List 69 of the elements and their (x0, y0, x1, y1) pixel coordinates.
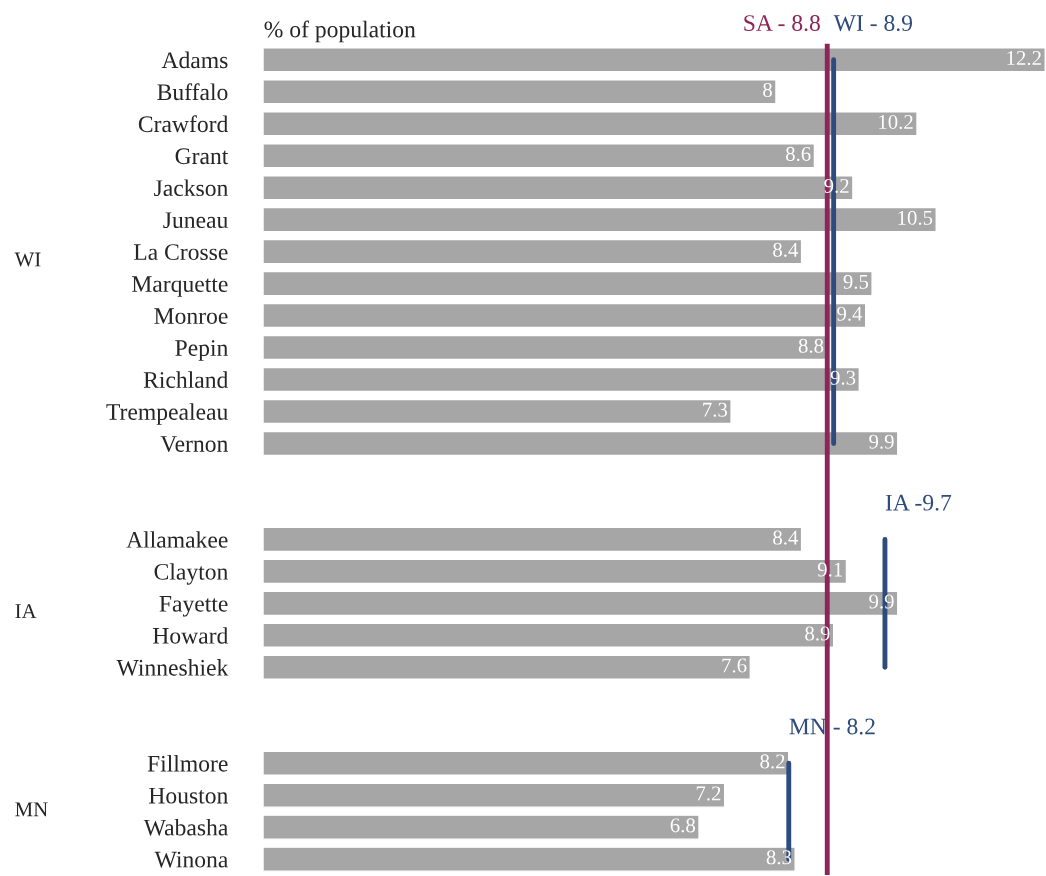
y-tick-label: Crawford (138, 115, 229, 133)
series-label: WI - 8.9 (833, 15, 913, 32)
x-axis-title: % of population (264, 20, 416, 43)
series-label: IA -9.7 (885, 494, 952, 511)
bar (263, 302, 867, 329)
y-tick-label: Winneshiek (116, 659, 229, 676)
ref-line-label: SA - 8.8 (744, 15, 820, 32)
data-label: 8.4 (773, 530, 799, 545)
bar (263, 622, 835, 649)
bar (263, 654, 752, 680)
data-label: 7.6 (722, 658, 747, 673)
bar (263, 111, 918, 137)
data-label: 8.6 (785, 146, 811, 162)
y-tick-label: Trempealeau (106, 403, 228, 425)
bar (263, 143, 816, 169)
data-label: 8.2 (760, 754, 785, 769)
bar (263, 206, 937, 233)
data-label: 9.4 (837, 306, 863, 321)
bar (263, 846, 796, 872)
bar (263, 366, 860, 393)
y-tick-label: Richland (143, 371, 229, 388)
data-label: 12.2 (1007, 51, 1041, 66)
y-tick-label: Houston (149, 787, 228, 804)
bar (263, 334, 828, 361)
bar (263, 782, 726, 808)
y-tick-label: Fillmore (147, 755, 228, 772)
bar (263, 174, 854, 201)
text: WI (14, 252, 41, 267)
bar (263, 558, 848, 585)
y-tick-label: Clayton (154, 563, 228, 585)
y-tick-label: Winona (154, 851, 229, 868)
data-label: 10.5 (898, 210, 933, 225)
data-label: 8 (763, 82, 772, 97)
text: MN (15, 802, 48, 817)
y-tick-label: Juneau (163, 212, 228, 229)
bar (263, 750, 790, 776)
bar (263, 238, 803, 265)
bar (263, 79, 777, 105)
data-label: 6.8 (670, 818, 696, 833)
bar (263, 526, 803, 553)
data-label: 7.3 (703, 402, 728, 417)
bar (263, 590, 899, 617)
bar (263, 398, 732, 425)
bar (263, 47, 1046, 73)
y-tick-label: Buffalo (157, 83, 228, 101)
y-tick-label: Jackson (154, 179, 228, 197)
data-label: 7.2 (696, 786, 721, 801)
data-label: 8.8 (798, 338, 824, 353)
y-tick-label: Adams (161, 51, 228, 69)
series-label: MN - 8.2 (789, 718, 875, 735)
y-tick-label: Pepin (175, 340, 228, 361)
data-label: 9.9 (869, 434, 894, 449)
y-tick-label: Monroe (154, 308, 228, 324)
y-tick-label: Fayette (159, 596, 228, 617)
data-label: 8.3 (766, 850, 792, 865)
y-tick-label: Vernon (160, 436, 228, 453)
y-tick-label: Wabasha (143, 818, 229, 836)
bar (263, 270, 873, 297)
bar (263, 814, 700, 840)
y-tick-label: Howard (152, 627, 229, 644)
data-label: 10.2 (879, 114, 913, 130)
y-tick-label: Allamakee (126, 531, 228, 548)
text: IA (15, 604, 37, 618)
y-tick-label: Grant (175, 148, 229, 165)
data-label: 9.5 (843, 274, 869, 289)
y-tick-label: La Crosse (133, 244, 228, 261)
bar (263, 430, 899, 457)
data-label: 8.4 (773, 242, 799, 257)
y-tick-label: Marquette (131, 276, 228, 297)
